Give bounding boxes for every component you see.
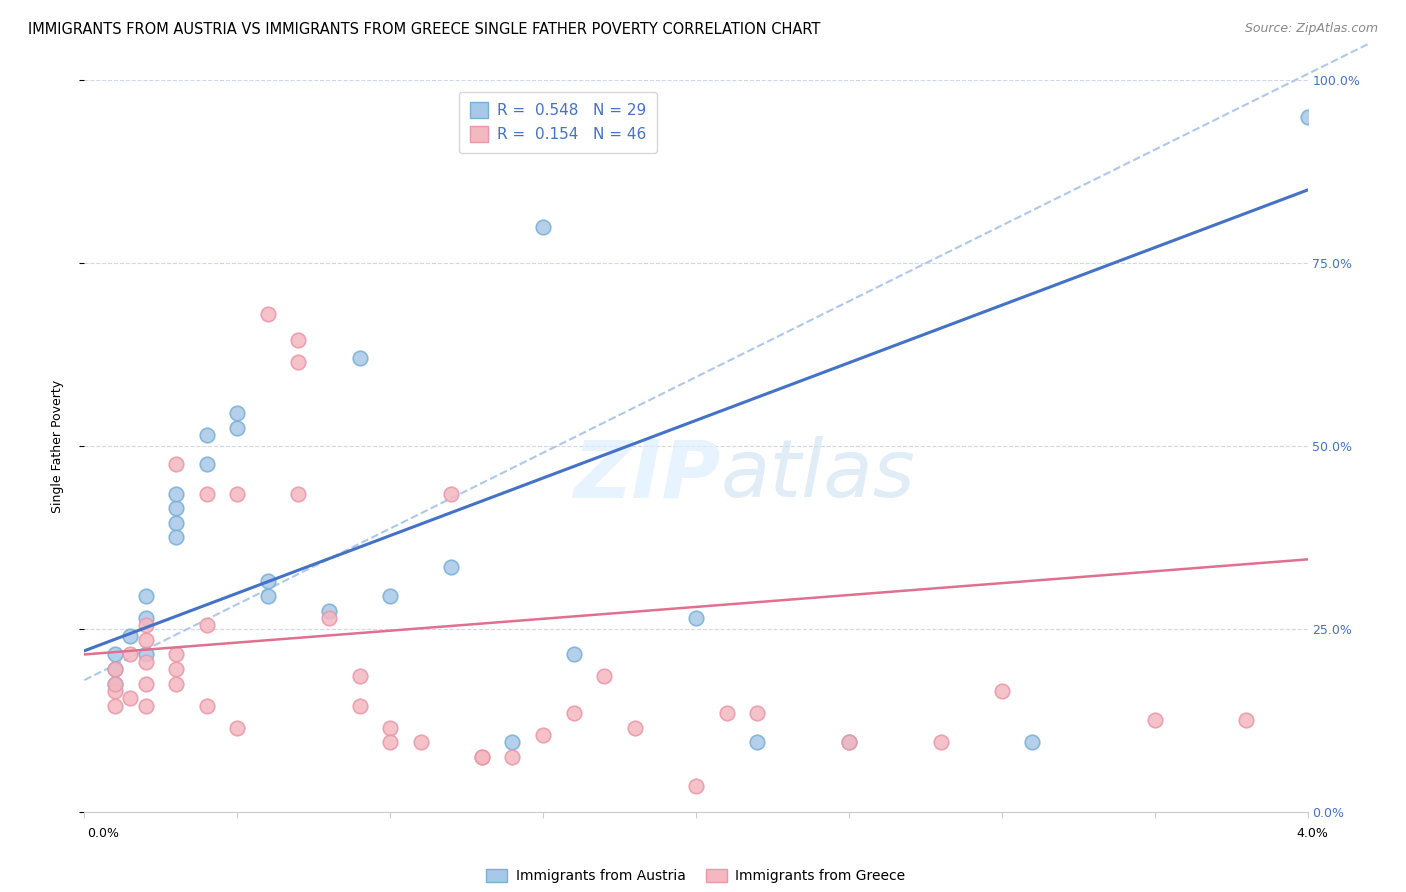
Point <box>104 684 127 698</box>
Point <box>287 486 309 500</box>
Point <box>226 486 249 500</box>
Point <box>135 655 157 669</box>
Point <box>226 721 249 735</box>
Point <box>838 735 860 749</box>
Point <box>165 530 187 544</box>
Point <box>165 516 187 530</box>
Point <box>195 458 218 472</box>
Point <box>195 428 218 442</box>
Point <box>165 662 187 676</box>
Point <box>135 698 157 713</box>
Point <box>104 662 127 676</box>
Point <box>624 721 647 735</box>
Point <box>471 749 494 764</box>
Point <box>1143 714 1166 728</box>
Point <box>747 706 769 720</box>
Legend: Immigrants from Austria, Immigrants from Greece: Immigrants from Austria, Immigrants from… <box>481 863 911 889</box>
Point <box>135 676 157 690</box>
Point <box>318 611 340 625</box>
Point <box>380 721 402 735</box>
Text: 4.0%: 4.0% <box>1296 827 1329 839</box>
Point <box>349 669 371 683</box>
Point <box>991 684 1014 698</box>
Point <box>349 698 371 713</box>
Point <box>165 648 187 662</box>
Point <box>440 486 463 500</box>
Point <box>502 749 524 764</box>
Point <box>165 501 187 516</box>
Point <box>135 611 157 625</box>
Point <box>104 662 127 676</box>
Point <box>165 458 187 472</box>
Point <box>502 735 524 749</box>
Point <box>120 648 142 662</box>
Point <box>257 574 280 589</box>
Point <box>685 611 707 625</box>
Point <box>135 648 157 662</box>
Point <box>562 648 585 662</box>
Point <box>380 589 402 603</box>
Point <box>165 486 187 500</box>
Point <box>531 728 554 742</box>
Point <box>838 735 860 749</box>
Point <box>257 589 280 603</box>
Point <box>226 421 249 435</box>
Point <box>440 559 463 574</box>
Text: ZIP: ZIP <box>574 436 720 515</box>
Point <box>685 779 707 793</box>
Point <box>135 618 157 632</box>
Point <box>562 706 585 720</box>
Point <box>120 691 142 706</box>
Point <box>929 735 952 749</box>
Text: Source: ZipAtlas.com: Source: ZipAtlas.com <box>1244 22 1378 36</box>
Text: atlas: atlas <box>720 436 915 515</box>
Point <box>716 706 738 720</box>
Point <box>593 669 616 683</box>
Y-axis label: Single Father Poverty: Single Father Poverty <box>51 379 63 513</box>
Point <box>1021 735 1043 749</box>
Point <box>380 735 402 749</box>
Point <box>135 632 157 647</box>
Point <box>1236 714 1258 728</box>
Point <box>226 406 249 420</box>
Point <box>287 333 309 347</box>
Point <box>120 629 142 643</box>
Point <box>531 219 554 234</box>
Point <box>1296 110 1319 124</box>
Point <box>318 603 340 617</box>
Point <box>409 735 432 749</box>
Point <box>195 618 218 632</box>
Point <box>104 698 127 713</box>
Point <box>471 749 494 764</box>
Point <box>287 355 309 369</box>
Point <box>165 676 187 690</box>
Point <box>104 648 127 662</box>
Point <box>104 676 127 690</box>
Point <box>257 307 280 321</box>
Point <box>195 486 218 500</box>
Point <box>349 351 371 366</box>
Point <box>195 698 218 713</box>
Point <box>104 676 127 690</box>
Text: 0.0%: 0.0% <box>87 827 120 839</box>
Text: IMMIGRANTS FROM AUSTRIA VS IMMIGRANTS FROM GREECE SINGLE FATHER POVERTY CORRELAT: IMMIGRANTS FROM AUSTRIA VS IMMIGRANTS FR… <box>28 22 821 37</box>
Point <box>135 589 157 603</box>
Point <box>747 735 769 749</box>
